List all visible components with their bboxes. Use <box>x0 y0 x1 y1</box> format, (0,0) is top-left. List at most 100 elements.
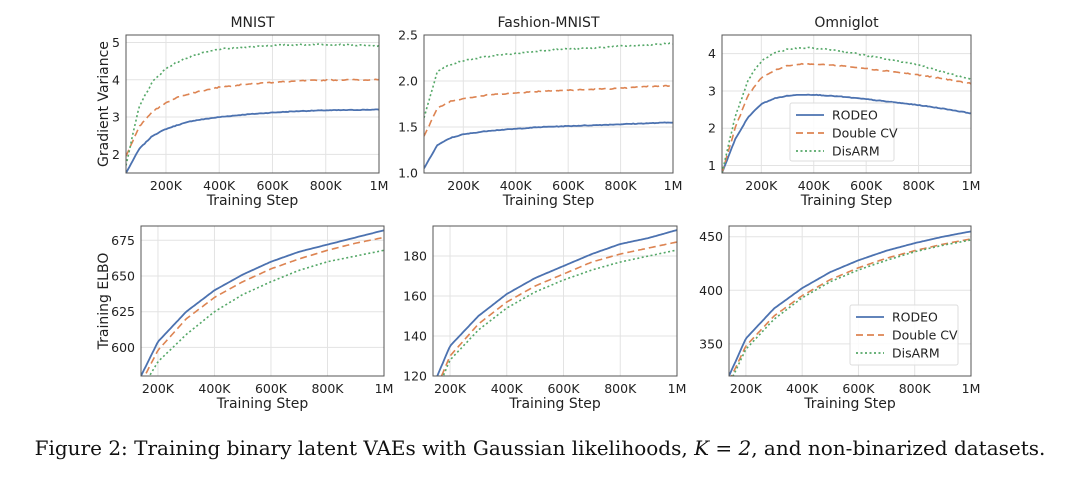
legend-label: Double CV <box>892 328 958 343</box>
series-line-double-cv <box>730 238 971 376</box>
y-tick-label: 4 <box>708 46 716 61</box>
y-tick-label: 625 <box>111 304 135 319</box>
x-axis-label: Training Step <box>800 193 893 209</box>
x-tick-label: 400K <box>786 381 819 396</box>
y-tick-label: 400 <box>699 283 723 298</box>
x-tick-label: 200K <box>745 178 778 193</box>
x-tick-label: 400K <box>491 381 524 396</box>
legend-label: DisARM <box>892 346 940 361</box>
plot-frame <box>432 225 678 377</box>
chart-panel-2: 200K 400K 600K 800K 1M 1.0 1.5 2.0 2.5 Fashion-MN… <box>398 15 682 209</box>
series-line-disarm <box>148 249 384 376</box>
series-line-double-cv <box>424 84 673 137</box>
series-line-rodeo <box>141 229 384 376</box>
plot-frame <box>721 34 972 174</box>
x-tick-label: 1M <box>668 381 687 396</box>
chart-panel-6: 200K 400K 600K 800K 1M 350 400 450 Training Step… <box>699 225 981 412</box>
x-tick-label: 800K <box>605 178 638 193</box>
series-line-double-cv <box>440 241 677 376</box>
y-tick-label: 2.5 <box>398 28 418 43</box>
x-tick-label: 200K <box>142 381 175 396</box>
x-axis-label: Training Step <box>206 193 299 209</box>
chart-title: MNIST <box>230 15 275 31</box>
x-tick-label: 400K <box>203 178 236 193</box>
caption-math: K = 2 <box>694 436 752 460</box>
x-tick-label: 600K <box>850 178 883 193</box>
y-tick-label: 350 <box>699 336 723 351</box>
plot-frame <box>125 34 380 174</box>
caption-prefix: Figure 2: Training binary latent VAEs wi… <box>34 436 695 460</box>
y-tick-label: 2.0 <box>398 74 418 89</box>
x-tick-label: 600K <box>547 381 580 396</box>
y-tick-label: 160 <box>403 289 427 304</box>
legend-label: Double CV <box>832 126 898 141</box>
legend-label: DisARM <box>832 144 880 159</box>
y-tick-label: 140 <box>403 329 427 344</box>
x-tick-label: 600K <box>552 178 585 193</box>
plot-frame <box>728 225 972 377</box>
caption-suffix: , and non-binarized datasets. <box>751 436 1046 460</box>
y-tick-label: 3 <box>708 83 716 98</box>
y-tick-label: 450 <box>699 229 723 244</box>
series-line-double-cv <box>722 62 971 173</box>
legend-label: RODEO <box>832 108 878 123</box>
x-axis-label: Training Step <box>216 396 309 412</box>
plot-frame <box>140 225 385 377</box>
x-tick-label: 400K <box>198 381 231 396</box>
y-tick-label: 650 <box>111 269 135 284</box>
series-line-disarm <box>722 46 971 173</box>
y-tick-label: 2 <box>112 147 120 162</box>
chart-panel-5: 200K 400K 600K 800K 1M 120 140 160 180 Training S… <box>403 225 687 412</box>
x-tick-label: 400K <box>500 178 533 193</box>
x-tick-label: 800K <box>311 381 344 396</box>
chart-panel-4: 200K 400K 600K 800K 1M 600 625 650 675 Training S… <box>96 225 394 412</box>
y-tick-label: 1.5 <box>398 120 418 135</box>
legend-label: RODEO <box>892 310 938 325</box>
x-tick-label: 200K <box>447 178 480 193</box>
plot-frame <box>423 34 674 174</box>
x-tick-label: 600K <box>842 381 875 396</box>
y-tick-label: 1.0 <box>398 166 418 181</box>
x-tick-label: 800K <box>903 178 936 193</box>
legend: RODEO Double CV DisARM <box>789 102 898 162</box>
x-tick-label: 600K <box>255 381 288 396</box>
y-tick-label: 2 <box>708 121 716 136</box>
x-tick-label: 200K <box>434 381 467 396</box>
y-tick-label: 600 <box>111 340 135 355</box>
x-axis-label: Training Step <box>803 396 896 412</box>
x-axis-label: Training Step <box>502 193 595 209</box>
x-tick-label: 1M <box>375 381 394 396</box>
x-tick-label: 800K <box>604 381 637 396</box>
series-line-rodeo <box>436 229 677 376</box>
x-tick-label: 800K <box>899 381 932 396</box>
series-line-rodeo <box>424 121 673 169</box>
y-tick-label: 675 <box>111 233 135 248</box>
x-tick-label: 200K <box>150 178 183 193</box>
series-line-disarm <box>424 42 673 119</box>
figure-caption: Figure 2: Training binary latent VAEs wi… <box>0 436 1080 460</box>
x-tick-label: 600K <box>256 178 289 193</box>
chart-panel-3: 200K 400K 600K 800K 1M 1 2 3 4 Omniglot Training S… <box>708 15 980 209</box>
y-tick-label: 180 <box>403 249 427 264</box>
chart-title: Omniglot <box>814 15 879 31</box>
series-line-disarm <box>732 239 971 376</box>
series-line-double-cv <box>143 236 384 376</box>
x-tick-label: 400K <box>798 178 831 193</box>
legend: RODEO Double CV DisARM <box>849 304 959 366</box>
x-axis-label: Training Step <box>508 396 601 412</box>
y-tick-label: 5 <box>112 35 120 50</box>
series-line-rodeo <box>729 230 971 376</box>
x-tick-label: 200K <box>730 381 763 396</box>
x-tick-label: 1M <box>370 178 389 193</box>
y-tick-label: 1 <box>708 158 716 173</box>
legend-box <box>789 102 895 162</box>
legend-box <box>849 304 959 366</box>
series-line-rodeo <box>722 93 971 173</box>
series-line-rodeo <box>126 108 379 173</box>
y-axis-label: Training ELBO <box>96 253 112 351</box>
x-tick-label: 1M <box>664 178 683 193</box>
y-tick-label: 4 <box>112 72 120 87</box>
chart-panel-1: 200K 400K 600K 800K 1M 2 3 4 5 MNIST Training Step… <box>96 15 388 209</box>
y-tick-label: 120 <box>403 369 427 384</box>
x-tick-label: 1M <box>962 381 981 396</box>
